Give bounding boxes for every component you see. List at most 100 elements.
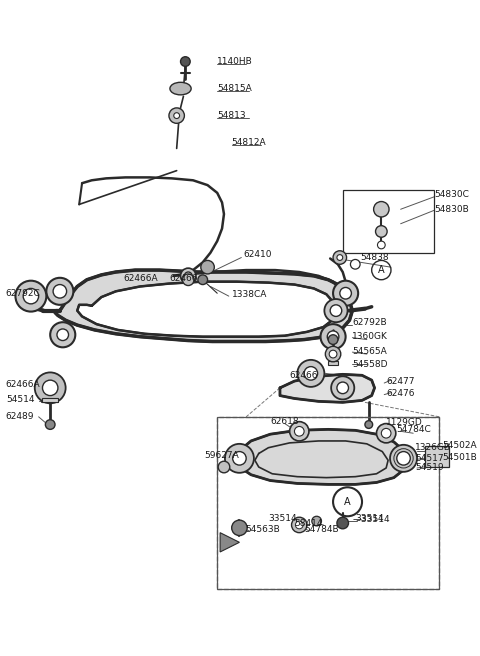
Text: 54830B: 54830B bbox=[434, 205, 469, 214]
Circle shape bbox=[365, 420, 372, 428]
Text: 62489: 62489 bbox=[6, 413, 34, 421]
Text: 1326GB: 1326GB bbox=[415, 443, 451, 452]
Circle shape bbox=[174, 113, 180, 119]
Circle shape bbox=[337, 517, 348, 529]
Text: 62477: 62477 bbox=[386, 377, 415, 386]
Circle shape bbox=[376, 424, 396, 443]
Circle shape bbox=[198, 275, 207, 285]
Circle shape bbox=[325, 346, 341, 362]
Circle shape bbox=[375, 226, 387, 237]
Circle shape bbox=[184, 272, 192, 279]
Text: 62618: 62618 bbox=[270, 417, 299, 426]
Circle shape bbox=[297, 360, 324, 387]
Text: 62476: 62476 bbox=[386, 389, 415, 398]
Circle shape bbox=[373, 201, 389, 217]
Bar bbox=[328, 361, 338, 365]
Text: 1338CA: 1338CA bbox=[232, 290, 267, 298]
Ellipse shape bbox=[170, 82, 191, 95]
Circle shape bbox=[35, 373, 66, 403]
Circle shape bbox=[53, 285, 67, 298]
Circle shape bbox=[340, 287, 351, 299]
Text: 62466A: 62466A bbox=[123, 274, 158, 283]
Circle shape bbox=[312, 516, 322, 526]
Circle shape bbox=[225, 444, 254, 473]
Circle shape bbox=[233, 451, 246, 465]
Circle shape bbox=[390, 445, 417, 472]
Text: 1129GD: 1129GD bbox=[386, 418, 423, 427]
Circle shape bbox=[180, 268, 196, 283]
Text: 54558D: 54558D bbox=[352, 360, 388, 369]
Polygon shape bbox=[55, 270, 352, 342]
Text: 62466A: 62466A bbox=[6, 380, 40, 390]
Text: 1140HB: 1140HB bbox=[217, 57, 253, 66]
Circle shape bbox=[324, 299, 348, 322]
Text: 54565A: 54565A bbox=[352, 346, 387, 356]
Text: 54815A: 54815A bbox=[217, 84, 252, 93]
Circle shape bbox=[201, 260, 214, 274]
Circle shape bbox=[330, 305, 342, 316]
Text: 54812A: 54812A bbox=[232, 138, 266, 147]
Bar bbox=[425, 446, 449, 467]
Circle shape bbox=[23, 289, 38, 304]
Text: 54838: 54838 bbox=[360, 253, 389, 262]
Circle shape bbox=[295, 521, 303, 529]
Text: 62792B: 62792B bbox=[352, 318, 387, 327]
Circle shape bbox=[42, 380, 58, 396]
Circle shape bbox=[57, 329, 69, 340]
Text: 54784B: 54784B bbox=[304, 525, 339, 534]
Text: 62466: 62466 bbox=[289, 371, 318, 380]
Circle shape bbox=[350, 260, 360, 269]
Circle shape bbox=[328, 335, 338, 344]
Circle shape bbox=[304, 367, 318, 380]
Circle shape bbox=[331, 377, 354, 400]
Circle shape bbox=[337, 255, 343, 260]
Text: A: A bbox=[378, 265, 384, 275]
Circle shape bbox=[232, 520, 247, 535]
Circle shape bbox=[289, 422, 309, 441]
Text: 54830C: 54830C bbox=[434, 190, 469, 199]
Circle shape bbox=[333, 281, 358, 306]
Text: 54501B: 54501B bbox=[442, 453, 477, 462]
Text: 54784C: 54784C bbox=[396, 425, 431, 434]
Circle shape bbox=[333, 251, 347, 264]
Text: 54502A: 54502A bbox=[442, 441, 477, 450]
Circle shape bbox=[337, 382, 348, 394]
Polygon shape bbox=[220, 533, 240, 552]
Circle shape bbox=[291, 517, 307, 533]
Circle shape bbox=[180, 56, 190, 66]
Circle shape bbox=[218, 461, 230, 473]
Text: 62466: 62466 bbox=[169, 274, 197, 283]
Circle shape bbox=[321, 324, 346, 349]
Text: 54519: 54519 bbox=[415, 464, 444, 472]
Bar bbox=[23, 304, 38, 309]
Text: 33514: 33514 bbox=[268, 514, 297, 523]
Circle shape bbox=[381, 428, 391, 438]
Text: 54514: 54514 bbox=[6, 395, 34, 404]
Circle shape bbox=[327, 331, 339, 342]
Text: 59627A: 59627A bbox=[204, 451, 240, 460]
Bar bbox=[343, 190, 434, 253]
Circle shape bbox=[15, 281, 47, 312]
Circle shape bbox=[294, 426, 304, 436]
Text: 54813: 54813 bbox=[217, 111, 246, 120]
Text: 62410: 62410 bbox=[243, 250, 272, 259]
Text: —33514: —33514 bbox=[352, 515, 390, 523]
Text: A: A bbox=[344, 497, 351, 507]
Circle shape bbox=[50, 322, 75, 347]
Circle shape bbox=[47, 277, 73, 305]
Bar bbox=[217, 417, 439, 588]
Circle shape bbox=[182, 274, 194, 285]
Circle shape bbox=[46, 420, 55, 430]
Circle shape bbox=[329, 350, 337, 358]
Bar bbox=[42, 398, 58, 402]
Text: 62792C: 62792C bbox=[6, 289, 40, 298]
Text: 54563B: 54563B bbox=[245, 525, 280, 534]
Polygon shape bbox=[240, 430, 406, 484]
Bar bbox=[217, 417, 439, 588]
Text: 33514: 33514 bbox=[355, 514, 384, 523]
Circle shape bbox=[397, 451, 410, 465]
Text: 54517: 54517 bbox=[415, 454, 444, 463]
Text: 58414: 58414 bbox=[294, 518, 323, 527]
Circle shape bbox=[169, 108, 184, 123]
Text: 1360GK: 1360GK bbox=[352, 332, 388, 341]
